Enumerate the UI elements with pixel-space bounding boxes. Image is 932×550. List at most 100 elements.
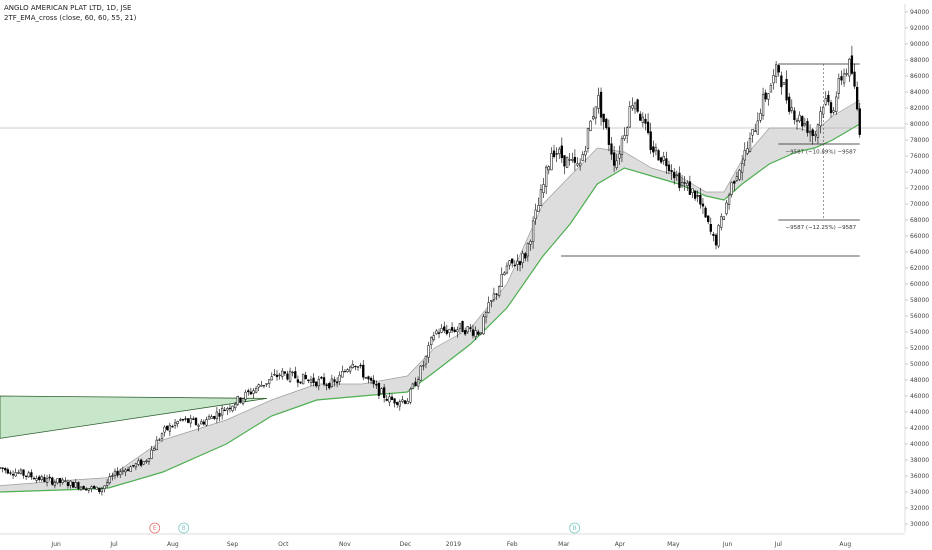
- candle-body: [829, 102, 833, 114]
- candle-body: [163, 426, 166, 433]
- candle-body: [626, 127, 629, 136]
- candle-body: [819, 111, 822, 127]
- candle-body: [17, 472, 20, 474]
- candle-body: [727, 194, 731, 205]
- y-tick-label: 34000: [910, 489, 929, 496]
- marker-circle: [149, 522, 161, 534]
- candle-body: [853, 71, 856, 87]
- candle-body: [134, 463, 138, 468]
- marker-label: B: [573, 525, 577, 532]
- candle-body: [249, 391, 253, 395]
- candle-body: [565, 157, 569, 169]
- candle-body: [733, 180, 736, 184]
- candle-body: [696, 195, 699, 197]
- candle-body: [362, 364, 365, 378]
- candle-body: [759, 113, 762, 121]
- measure-annotation: −9587 (−10.89%) −9587: [786, 150, 857, 156]
- candle-body: [409, 388, 412, 403]
- candle-body: [725, 202, 728, 215]
- y-tick-label: 36000: [910, 473, 929, 480]
- candle-body: [171, 426, 174, 428]
- candle-body: [500, 273, 503, 287]
- candle-body: [652, 146, 655, 153]
- candle-body: [594, 106, 597, 119]
- candle-body: [69, 480, 72, 486]
- price-axis[interactable]: 30000 32000 34000 36000 38000 40000 42000 44000…: [904, 4, 929, 532]
- candle-body: [422, 365, 425, 367]
- candle-body: [589, 120, 592, 131]
- candle-body: [207, 416, 211, 420]
- candle-body: [746, 148, 749, 154]
- candle-body: [456, 329, 459, 333]
- candle-body: [288, 370, 292, 382]
- candle-body: [693, 190, 697, 199]
- candle-body: [56, 478, 59, 484]
- candle-body: [477, 331, 480, 335]
- candle-body: [414, 381, 417, 387]
- triangle-pattern: [0, 395, 268, 439]
- candle-body: [283, 371, 286, 374]
- candle-body: [657, 150, 660, 161]
- candle-body: [858, 108, 861, 135]
- candle-body: [811, 129, 814, 137]
- candle-body: [555, 153, 558, 155]
- candle-body: [309, 379, 313, 383]
- candle-body: [764, 92, 767, 100]
- candle-body: [132, 465, 135, 467]
- candle-body: [599, 91, 603, 118]
- candle-body: [683, 182, 686, 184]
- candle-body: [691, 188, 694, 194]
- candle-body: [495, 293, 498, 295]
- y-tick-label: 78000: [910, 137, 929, 144]
- y-tick-label: 94000: [910, 9, 929, 16]
- candle-body: [0, 467, 2, 469]
- candle-body: [597, 95, 600, 109]
- candle-body: [568, 159, 571, 161]
- candle-body: [686, 182, 689, 187]
- time-axis[interactable]: Jun Jul Aug Sep Oct Nov Dec 2019 Feb Mar Apr May Jun…: [0, 533, 905, 548]
- candle-body: [228, 407, 232, 410]
- candle-body: [743, 150, 746, 161]
- candle-body: [795, 120, 799, 122]
- x-tick-label: Jul: [109, 541, 118, 548]
- candle-body: [24, 475, 28, 477]
- candle-body: [704, 207, 707, 218]
- candle-body: [615, 160, 618, 169]
- candle-body: [772, 75, 775, 84]
- candle-body: [382, 387, 386, 398]
- candle-body: [738, 169, 741, 180]
- candle-body: [822, 106, 825, 115]
- candle-body: [573, 156, 577, 163]
- candle-body: [688, 181, 692, 195]
- candle-body: [77, 482, 80, 489]
- candle-body: [665, 158, 668, 167]
- candle-body: [670, 170, 673, 173]
- candle-body: [654, 147, 658, 152]
- candle-body: [605, 118, 608, 128]
- candle-body: [53, 481, 57, 486]
- candle-body: [325, 384, 328, 386]
- candle-body: [252, 390, 255, 394]
- candle-body: [518, 261, 522, 265]
- candle-body: [215, 411, 219, 420]
- candle-body: [850, 55, 854, 74]
- candle-body: [837, 78, 840, 94]
- marker-circle: [178, 522, 190, 534]
- candle-body: [539, 189, 543, 206]
- x-tick-label: Nov: [339, 541, 351, 548]
- candle-body: [98, 487, 101, 492]
- y-tick-label: 72000: [910, 185, 929, 192]
- y-tick-label: 62000: [910, 265, 929, 272]
- annotations: −9587 (−10.89%) −9587 −9587 (−12.25%) −95…: [786, 150, 857, 231]
- candle-body: [511, 258, 514, 264]
- candle-body: [435, 330, 438, 335]
- candle-body: [571, 158, 574, 161]
- candle-body: [367, 376, 370, 380]
- candle-body: [105, 482, 109, 486]
- candle-body: [155, 439, 158, 451]
- y-tick-label: 46000: [910, 393, 929, 400]
- candle-body: [40, 476, 43, 481]
- y-tick-label: 56000: [910, 313, 929, 320]
